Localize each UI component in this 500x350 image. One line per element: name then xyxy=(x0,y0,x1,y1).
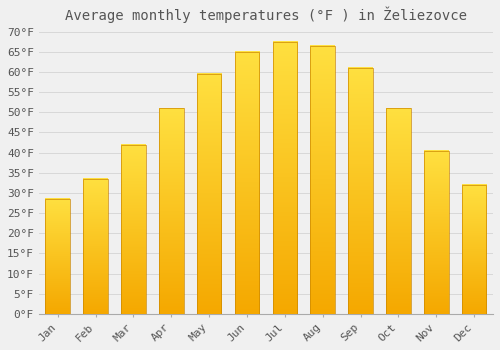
Bar xyxy=(84,179,108,314)
Bar xyxy=(462,185,486,314)
Bar xyxy=(386,108,410,314)
Title: Average monthly temperatures (°F ) in Želiezovce: Average monthly temperatures (°F ) in Že… xyxy=(65,7,467,23)
Bar xyxy=(159,108,184,314)
Bar xyxy=(310,46,335,314)
Bar xyxy=(121,145,146,314)
Bar xyxy=(424,150,448,314)
Bar xyxy=(46,199,70,314)
Bar xyxy=(272,42,297,314)
Bar xyxy=(234,52,260,314)
Bar xyxy=(197,74,222,314)
Bar xyxy=(348,68,373,314)
